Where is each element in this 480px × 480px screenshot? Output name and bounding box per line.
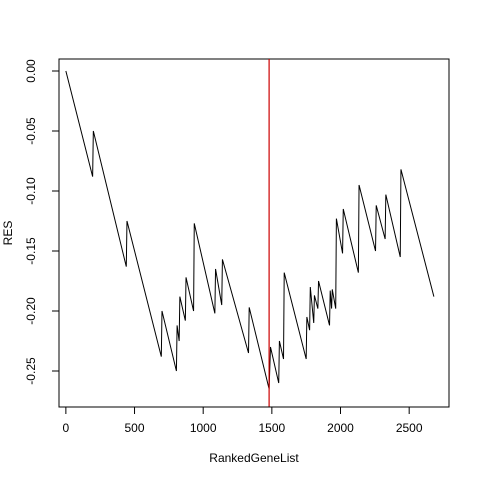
- plot-frame: [58, 58, 450, 408]
- x-tick-label: 2000: [327, 421, 354, 435]
- y-axis: 0.00 -0.05 -0.10 -0.15 -0.20 -0.25: [24, 59, 60, 385]
- x-tick-label: 1500: [259, 421, 286, 435]
- y-axis-label: RES: [1, 221, 15, 246]
- x-tick-label: 0: [63, 421, 70, 435]
- y-tick-label: -0.20: [24, 297, 38, 325]
- y-tick-label: -0.25: [24, 357, 38, 385]
- y-tick-label: -0.10: [24, 177, 38, 205]
- x-axis: 0 500 1000 1500 2000 2500: [63, 406, 423, 435]
- y-tick-label: -0.15: [24, 237, 38, 265]
- x-tick-label: 2500: [396, 421, 423, 435]
- x-axis-label: RankedGeneList: [209, 451, 299, 465]
- x-tick-label: 500: [125, 421, 145, 435]
- y-tick-label: -0.05: [24, 117, 38, 145]
- enrichment-score-line: [65, 70, 435, 390]
- y-tick-label: 0.00: [24, 59, 38, 83]
- plot-area: [58, 58, 450, 408]
- x-tick-label: 1000: [190, 421, 217, 435]
